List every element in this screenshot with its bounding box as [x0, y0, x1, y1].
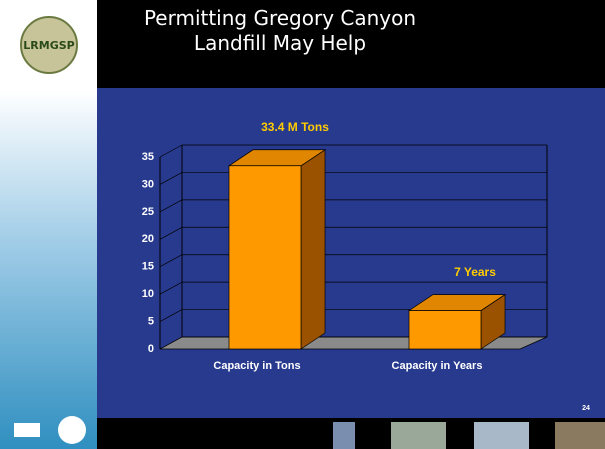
- grid-line: [159, 199, 183, 213]
- y-tick-label: 0: [148, 343, 154, 355]
- x-tick-label: Capacity in Years: [392, 360, 483, 372]
- thumbnail: [474, 422, 529, 449]
- y-tick-label: 10: [142, 288, 154, 300]
- bar-side: [300, 149, 326, 350]
- grid-line: [159, 336, 183, 350]
- footer-logo: [58, 416, 86, 444]
- grid-line: [159, 254, 183, 268]
- x-tick-label: Capacity in Tons: [213, 360, 300, 372]
- slide-title: Permitting Gregory Canyon Landfill May H…: [143, 6, 417, 55]
- sidebar: [0, 0, 97, 449]
- bar: [408, 310, 482, 350]
- y-tick-label: 20: [142, 233, 154, 245]
- bar: [228, 165, 302, 350]
- page-number: 24: [582, 405, 590, 412]
- title-bar: [97, 0, 605, 88]
- grid-line: [159, 144, 183, 158]
- y-tick-label: 35: [142, 151, 154, 163]
- data-label: 33.4 M Tons: [261, 120, 329, 134]
- thumbnail: [391, 422, 446, 449]
- grid-line: [159, 172, 183, 185]
- grid-line: [159, 281, 183, 295]
- grid-line: [159, 309, 183, 322]
- footer-logo: [14, 423, 40, 437]
- y-tick-label: 15: [142, 261, 154, 273]
- y-tick-label: 30: [142, 178, 154, 190]
- plot-background: [97, 88, 605, 418]
- thumbnail: [555, 422, 605, 449]
- y-tick-label: 25: [142, 206, 154, 218]
- grid-line: [159, 226, 183, 240]
- y-tick-label: 5: [148, 315, 154, 327]
- data-label: 7 Years: [454, 265, 496, 279]
- thumbnail: [333, 422, 355, 449]
- logo: LRMGSP: [20, 16, 78, 74]
